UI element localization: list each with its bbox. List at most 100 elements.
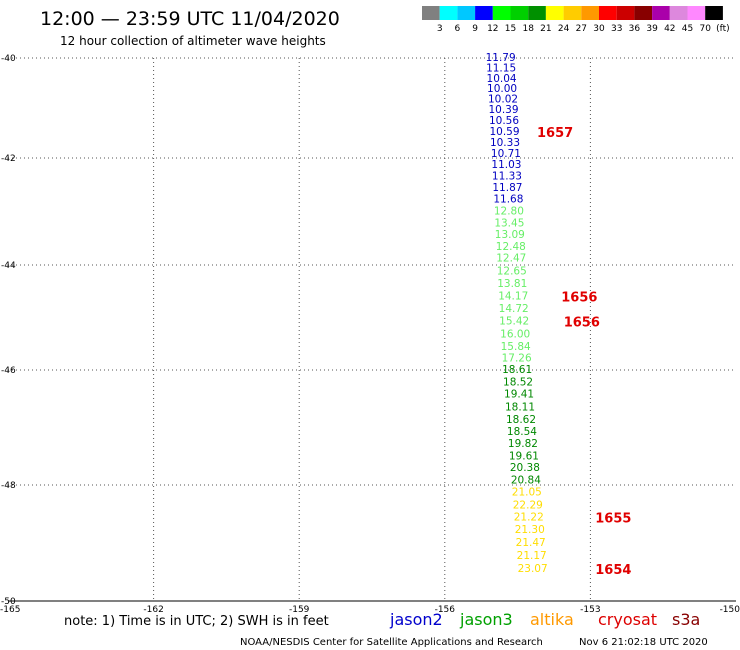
wave-height-point: 10.33: [490, 137, 520, 149]
wave-height-point: 19.82: [508, 438, 538, 450]
wave-height-point: 17.26: [502, 352, 532, 364]
colorbar-swatch: [687, 6, 706, 20]
satellite-legend-jason2: jason2: [389, 610, 443, 629]
wave-height-point: 11.03: [491, 159, 521, 171]
wave-height-point: 22.29: [513, 499, 543, 511]
wave-height-point: 12.80: [494, 206, 524, 218]
wave-height-point: 11.79: [486, 52, 516, 64]
colorbar-label: 33: [611, 24, 622, 34]
wave-height-point: 21.17: [517, 550, 547, 562]
y-tick-label: -44: [1, 261, 16, 271]
y-tick-label: -46: [1, 366, 16, 376]
satellite-legend-cryosat: cryosat: [598, 610, 657, 629]
x-tick-label: -159: [289, 605, 310, 615]
wave-height-labels: 11.7911.1510.0410.0010.0210.3910.5610.59…: [486, 52, 548, 575]
satellite-legend: jason2 jason3 altika cryosat s3a: [389, 610, 700, 629]
x-tick-label: -153: [580, 605, 600, 615]
pass-time-label: 1655: [595, 511, 631, 526]
legend-note: note: 1) Time is in UTC; 2) SWH is in fe…: [64, 614, 329, 629]
x-tick-label: -162: [143, 605, 163, 615]
wave-height-point: 10.04: [487, 73, 517, 85]
colorbar-swatch: [599, 6, 617, 20]
colorbar-swatch: [510, 6, 529, 20]
wave-height-point: 13.45: [494, 217, 524, 229]
colorbar-swatch: [563, 6, 582, 20]
pass-time-label: 1656: [561, 291, 597, 306]
colorbar-swatch: [634, 6, 653, 20]
y-tick-label: -50: [1, 597, 16, 607]
axis-tick-labels: -40 -42 -44 -46 -48 -50-165 -162 -159 -156 -153 -1…: [0, 54, 740, 615]
colorbar-label: 6: [455, 24, 461, 34]
wave-height-point: 15.42: [499, 316, 529, 328]
wave-height-point: 15.84: [501, 341, 531, 353]
colorbar-label: (ft): [716, 24, 730, 34]
wave-height-point: 14.72: [499, 303, 529, 315]
y-tick-label: -48: [1, 481, 16, 491]
wave-height-point: 18.52: [503, 377, 533, 389]
colorbar-label: 3: [437, 24, 443, 34]
y-tick-label: -42: [1, 154, 16, 164]
wave-height-point: 14.17: [498, 291, 528, 303]
colorbar-label: 24: [558, 24, 570, 34]
colorbar-swatch: [669, 6, 688, 20]
colorbar-legend: 3 6 9 12 15 18 21 24 27 30 33 36 39 42 45 70 (ft): [422, 6, 730, 34]
colorbar-swatch: [545, 6, 564, 20]
wave-height-point: 18.62: [506, 414, 536, 426]
colorbar-swatch: [475, 6, 493, 20]
colorbar-swatch: [705, 6, 723, 20]
wave-height-point: 10.39: [488, 104, 518, 116]
y-tick-label: -40: [1, 54, 16, 64]
satellite-legend-jason3: jason3: [459, 610, 513, 629]
colorbar-label: 27: [576, 24, 587, 34]
wave-height-point: 10.71: [491, 148, 521, 160]
colorbar-label: 30: [593, 24, 605, 34]
satellite-legend-altika: altika: [530, 610, 574, 629]
wave-height-point: 12.48: [496, 241, 526, 253]
wave-height-point: 18.61: [502, 364, 532, 376]
wave-height-point: 21.05: [512, 487, 542, 499]
wave-height-point: 21.22: [514, 511, 544, 523]
colorbar-swatch: [422, 6, 440, 20]
colorbar-swatch: [457, 6, 476, 20]
wave-height-point: 10.59: [489, 126, 519, 138]
wave-height-point: 23.07: [518, 563, 548, 575]
pass-time-label: 1656: [564, 316, 600, 331]
wave-height-point: 18.11: [505, 401, 535, 413]
pass-time-labels: 1657 1656 1656 1655 1654: [537, 126, 631, 578]
colorbar-label: 15: [505, 24, 516, 34]
colorbar-label: 12: [487, 24, 498, 34]
pass-time-label: 1657: [537, 126, 573, 141]
wave-height-point: 13.09: [495, 229, 525, 241]
footer-timestamp: Nov 6 21:02:18 UTC 2020: [579, 637, 708, 648]
colorbar-label: 21: [540, 24, 551, 34]
colorbar-label: 45: [682, 24, 693, 34]
chart-title: 12:00 — 23:59 UTC 11/04/2020: [40, 8, 340, 30]
wave-height-point: 16.00: [500, 328, 530, 340]
wave-height-point: 19.61: [509, 450, 539, 462]
colorbar-swatch: [528, 6, 546, 20]
wave-height-point: 11.33: [492, 171, 522, 183]
wave-height-point: 19.41: [504, 389, 534, 401]
x-tick-label: -165: [0, 605, 20, 615]
colorbar-swatch: [439, 6, 458, 20]
colorbar-label: 70: [699, 24, 711, 34]
wave-height-point: 11.15: [486, 63, 516, 75]
wave-height-point: 10.02: [488, 94, 518, 106]
colorbar-swatch: [581, 6, 599, 20]
wave-height-point: 20.38: [510, 462, 540, 474]
wave-height-point: 20.84: [511, 474, 541, 486]
colorbar-label: 39: [646, 24, 658, 34]
wave-height-point: 21.47: [516, 537, 546, 549]
wave-height-point: 11.68: [493, 194, 523, 206]
x-tick-label: -156: [435, 605, 456, 615]
colorbar-swatch: [652, 6, 670, 20]
colorbar-label: 18: [522, 24, 534, 34]
colorbar-label: 42: [664, 24, 675, 34]
colorbar-swatch: [492, 6, 511, 20]
wave-height-point: 10.00: [487, 83, 517, 95]
chart-subtitle: 12 hour collection of altimeter wave hei…: [60, 34, 326, 48]
wave-height-point: 12.65: [497, 265, 527, 277]
map-grid: [8, 57, 736, 602]
colorbar-label: 9: [472, 24, 478, 34]
